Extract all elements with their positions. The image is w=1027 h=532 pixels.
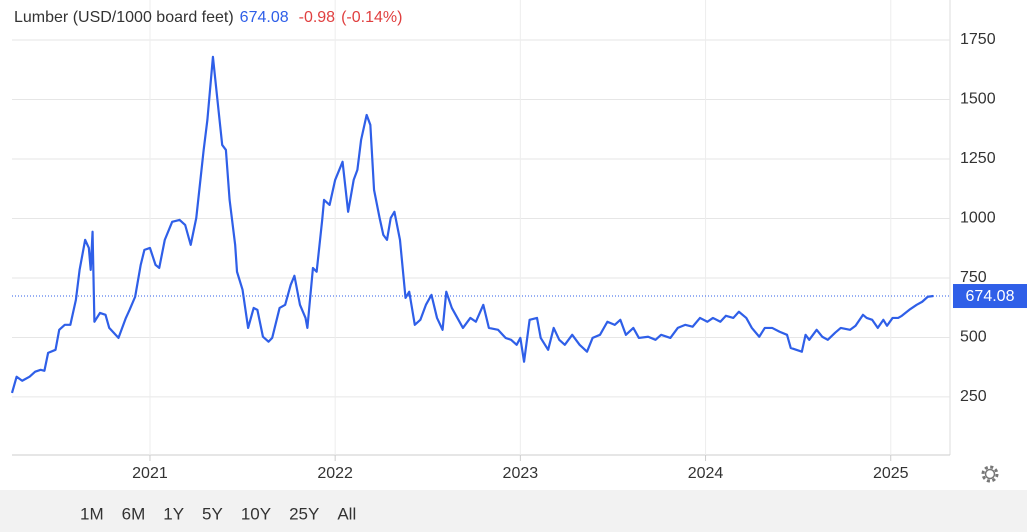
gear-body bbox=[984, 468, 996, 480]
range-bar bbox=[0, 490, 1027, 532]
change-percent: (-0.14%) bbox=[341, 9, 402, 26]
range-button[interactable]: 10Y bbox=[241, 504, 271, 523]
price-line bbox=[10, 55, 934, 394]
range-button[interactable]: 6M bbox=[122, 504, 146, 523]
y-tick-label: 750 bbox=[960, 269, 987, 286]
x-tick-label: 2024 bbox=[688, 465, 724, 482]
y-tick-label: 1500 bbox=[960, 91, 996, 108]
chart-title: Lumber (USD/1000 board feet) bbox=[14, 9, 234, 26]
range-button[interactable]: 25Y bbox=[289, 504, 319, 523]
range-button[interactable]: 1M bbox=[80, 504, 104, 523]
y-tick-label: 500 bbox=[960, 329, 987, 346]
range-button[interactable]: All bbox=[337, 504, 356, 523]
x-tick-label: 2025 bbox=[873, 465, 909, 482]
settings-icon[interactable] bbox=[981, 465, 999, 483]
range-button[interactable]: 5Y bbox=[202, 504, 223, 523]
x-tick-label: 2021 bbox=[132, 465, 168, 482]
y-tick-label: 1000 bbox=[960, 210, 996, 227]
gear-teeth bbox=[981, 465, 999, 483]
last-value-badge bbox=[953, 284, 1027, 309]
header: Lumber (USD/1000 board feet) 674.08 -0.98 (… bbox=[14, 9, 402, 26]
change: -0.98 bbox=[299, 9, 336, 26]
y-tick-label: 250 bbox=[960, 388, 987, 405]
last-value-label: 674.08 bbox=[966, 288, 1015, 305]
y-tick-label: 1750 bbox=[960, 31, 996, 48]
y-tick-label: 1250 bbox=[960, 150, 996, 167]
range-button[interactable]: 1Y bbox=[163, 504, 184, 523]
price: 674.08 bbox=[240, 9, 289, 26]
x-tick-label: 2022 bbox=[317, 465, 353, 482]
x-tick-label: 2023 bbox=[503, 465, 539, 482]
